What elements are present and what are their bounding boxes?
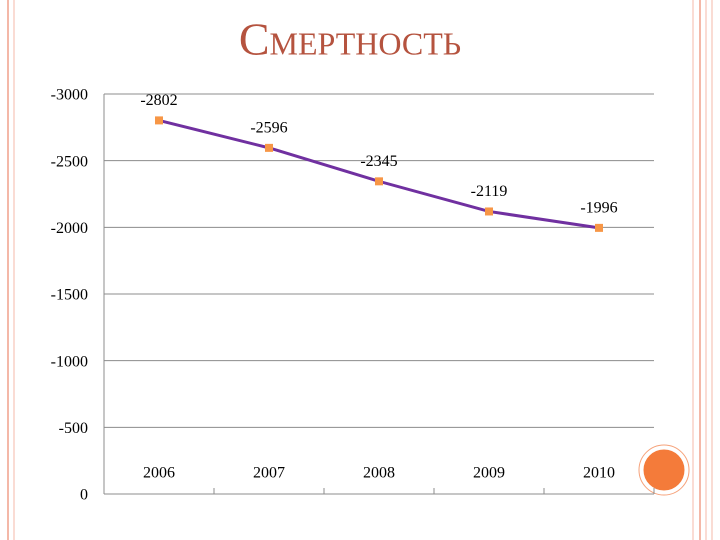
series-line — [158, 118, 600, 230]
decor-circle — [638, 444, 690, 496]
y-tick-label: -1000 — [51, 353, 88, 370]
data-label: -2596 — [250, 120, 287, 137]
x-tick-label: 2010 — [583, 465, 615, 482]
decor-circle — [640, 446, 688, 494]
x-tick-label: 2006 — [143, 465, 175, 482]
data-label: -2345 — [360, 153, 397, 170]
x-tick-label: 2008 — [363, 465, 395, 482]
y-tick-label: 0 — [80, 487, 88, 504]
y-tick-label: -2000 — [51, 220, 88, 237]
y-tick-label: -1500 — [51, 287, 88, 304]
marker — [265, 143, 273, 152]
y-tick-label: -2500 — [51, 153, 88, 170]
x-tick-label: 2009 — [473, 465, 505, 482]
y-tick-label: -500 — [59, 420, 88, 437]
marker — [595, 223, 603, 232]
data-label: -2119 — [471, 183, 508, 200]
marker — [375, 177, 383, 186]
chart-title: Смертность — [239, 14, 461, 65]
y-tick-label: -3000 — [51, 87, 88, 104]
x-tick-label: 2007 — [253, 465, 285, 482]
data-label: -1996 — [580, 200, 617, 217]
marker — [155, 116, 163, 125]
marker — [485, 207, 493, 216]
data-label: -2802 — [140, 92, 177, 109]
